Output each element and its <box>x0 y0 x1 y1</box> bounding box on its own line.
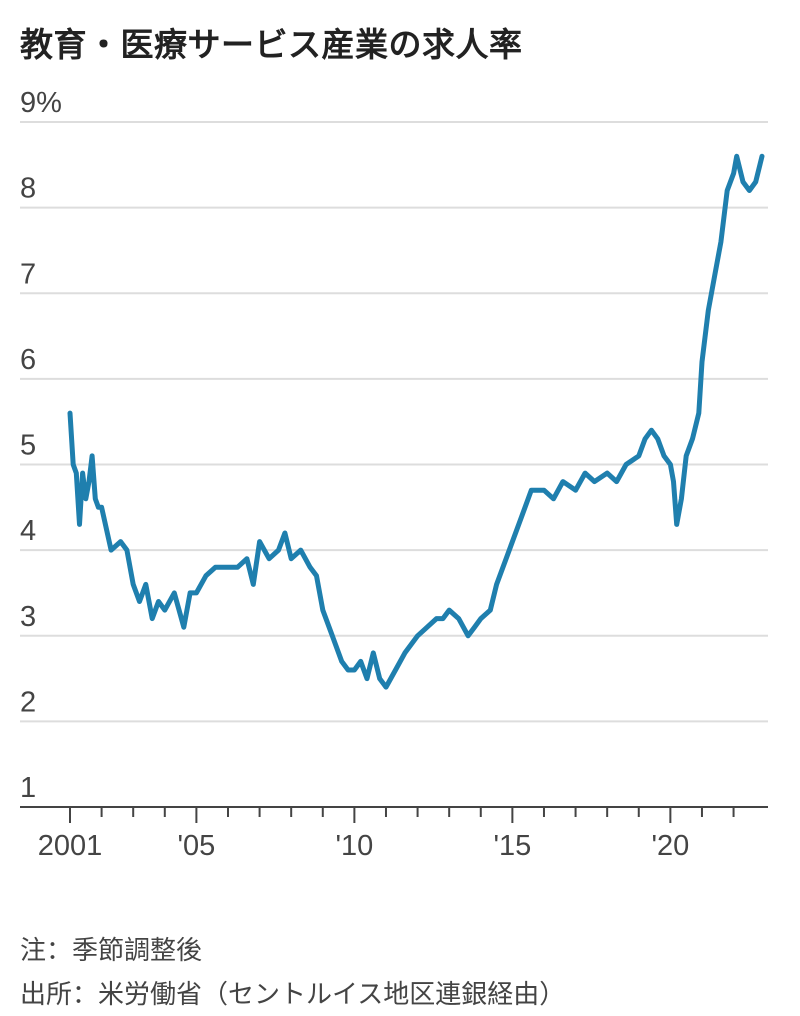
y-tick-label-4: 4 <box>20 515 36 547</box>
x-tick-label-2005: '05 <box>177 830 215 862</box>
chart-title: 教育・医療サービス産業の求人率 <box>20 25 523 64</box>
series-layer <box>67 153 765 690</box>
y-tick-label-6: 6 <box>20 344 36 376</box>
x-tick-labels: 2001 '05 '10 '15 '20 <box>38 830 690 862</box>
y-tick-label-2: 2 <box>20 686 36 718</box>
x-tick-label-2020: '20 <box>651 830 689 862</box>
y-tick-label-5: 5 <box>20 430 36 462</box>
x-tick-label-2015: '15 <box>493 830 531 862</box>
y-tick-label-9: 9% <box>20 87 62 119</box>
x-tick-label-2001: 2001 <box>38 830 103 862</box>
x-tick-label-2010: '10 <box>335 830 373 862</box>
series-line-0 <box>67 153 765 690</box>
footnote: 注：季節調整後 <box>20 936 203 966</box>
source-note: 出所：米労働省（セントルイス地区連銀経由） <box>20 980 566 1010</box>
y-tick-labels: 1 2 3 4 5 6 7 8 9% <box>20 87 62 804</box>
x-axis <box>20 806 768 823</box>
gridlines <box>20 121 768 808</box>
y-tick-label-3: 3 <box>20 601 36 633</box>
y-tick-label-8: 8 <box>20 173 36 205</box>
y-tick-label-1: 1 <box>20 772 36 804</box>
y-tick-label-7: 7 <box>20 258 36 290</box>
